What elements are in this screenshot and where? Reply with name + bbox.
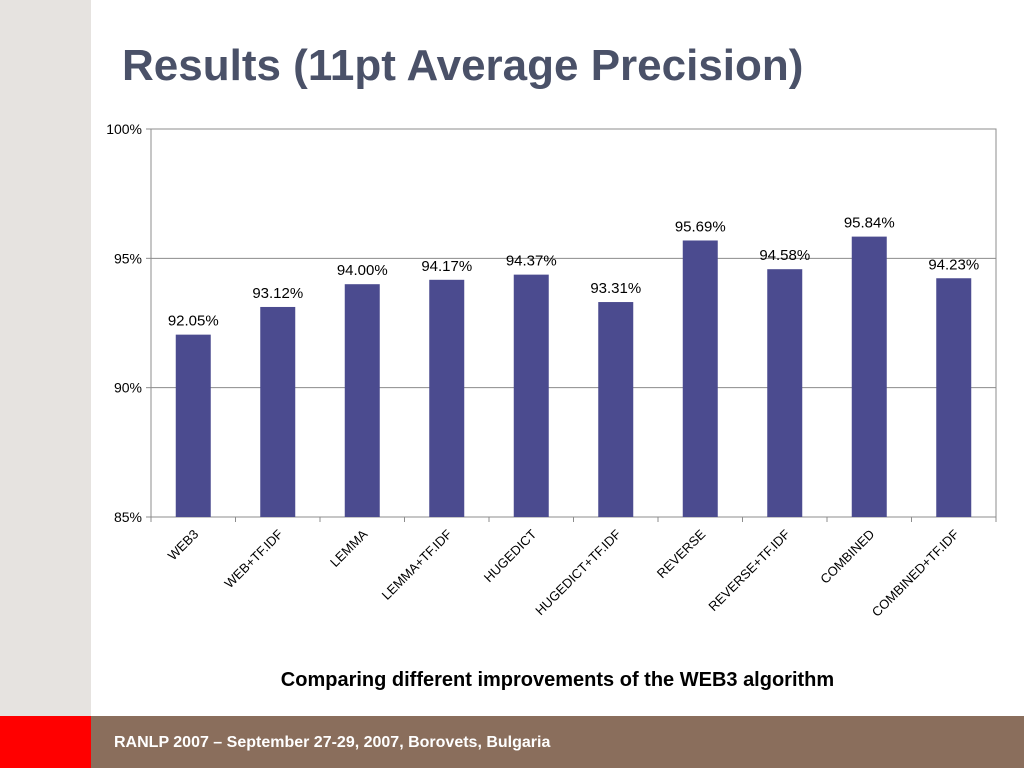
y-tick-label: 100% — [106, 121, 142, 137]
category-label: WEB3 — [165, 527, 202, 564]
category-label: LEMMA+TF.IDF — [379, 526, 455, 602]
category-label: LEMMA — [327, 526, 371, 570]
data-label: 95.84% — [844, 215, 895, 232]
data-label: 92.05% — [168, 313, 219, 330]
footer-text: RANLP 2007 – September 27-29, 2007, Boro… — [114, 734, 551, 751]
y-tick-label: 90% — [114, 380, 142, 396]
data-label: 94.00% — [337, 262, 388, 279]
bar — [344, 284, 380, 517]
bar — [767, 269, 803, 517]
category-label: HUGEDICT — [481, 526, 540, 585]
left-sidebar-stripe — [0, 0, 91, 716]
data-label: 93.31% — [590, 280, 641, 297]
chart-caption: Comparing different improvements of the … — [280, 669, 835, 691]
bar — [936, 278, 972, 517]
category-label: REVERSE+TF.IDF — [705, 526, 793, 614]
footer-accent-block — [0, 716, 91, 768]
data-label: 95.69% — [675, 218, 726, 235]
bar — [598, 302, 634, 517]
bar — [260, 306, 296, 517]
category-label: WEB+TF.IDF — [221, 526, 286, 591]
data-label: 94.23% — [928, 256, 979, 273]
data-label: 94.58% — [759, 247, 810, 264]
data-label: 94.37% — [506, 253, 557, 270]
category-label: HUGEDICT+TF.IDF — [532, 526, 624, 618]
bar — [682, 240, 718, 517]
y-tick-label: 95% — [114, 250, 142, 266]
data-label: 94.17% — [421, 258, 472, 275]
footer-bar: RANLP 2007 – September 27-29, 2007, Boro… — [91, 716, 1024, 768]
bar — [851, 236, 887, 517]
category-label: REVERSE — [654, 526, 709, 581]
category-label: COMBINED+TF.IDF — [869, 526, 962, 619]
bar — [513, 274, 549, 517]
data-label: 93.12% — [252, 285, 303, 302]
bar-chart: 85% 90% 95% 100% 92.05% WEB3 93.12% WEB+TF.IDF… — [106, 121, 997, 620]
bar — [429, 279, 465, 517]
slide-title: Results (11pt Average Precision) — [122, 41, 804, 90]
bar — [175, 334, 211, 517]
y-tick-label: 85% — [114, 509, 142, 525]
category-label: COMBINED — [817, 527, 877, 587]
